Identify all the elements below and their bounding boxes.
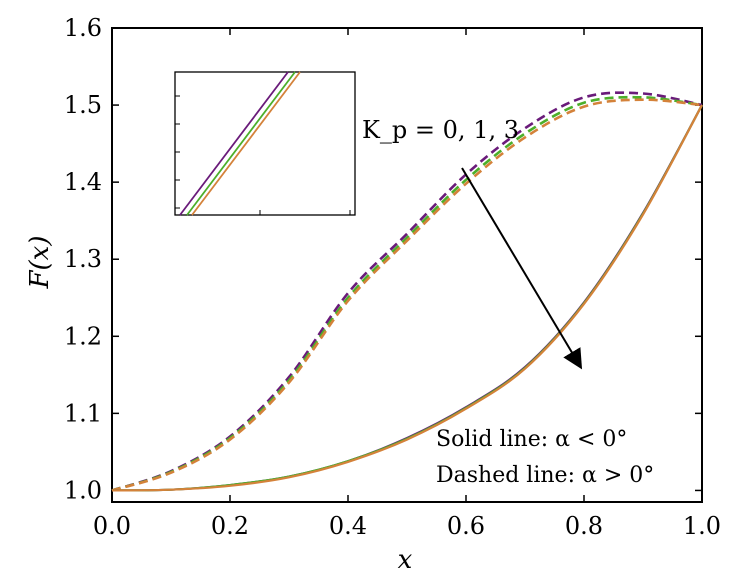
x-axis-title: x: [398, 545, 413, 575]
y-tick-label: 1.6: [64, 14, 102, 42]
kp-arrow-line: [461, 167, 583, 370]
plot-frame: [111, 27, 703, 503]
inset-border: [174, 71, 356, 216]
inset: [174, 71, 356, 216]
x-tick-label: 1.0: [683, 512, 721, 540]
kp-label: K_p = 0, 1, 3: [362, 116, 519, 144]
inset-line-1: [186, 71, 296, 216]
inset-line-0: [179, 71, 289, 216]
x-tick-label: 0.6: [447, 512, 485, 540]
dashed-line-note: Dashed line: α > 0°: [436, 463, 654, 488]
y-tick-label: 1.1: [64, 399, 102, 427]
series-line-solid-5: [111, 104, 703, 492]
y-tick-label: 1.3: [64, 245, 102, 273]
y-tick-label: 1.2: [64, 322, 102, 350]
solid-line-note: Solid line: α < 0°: [436, 427, 627, 452]
x-tick-label: 0.2: [211, 512, 249, 540]
y-axis-title: F(x): [25, 236, 55, 290]
y-tick-labels: 1.0 1.1 1.2 1.3 1.4 1.5 1.6: [64, 14, 102, 504]
x-tick-labels: 0.0 0.2 0.4 0.6 0.8 1.0: [93, 512, 721, 540]
y-tick-label: 1.0: [64, 476, 102, 504]
y-tick-label: 1.4: [64, 168, 102, 196]
kp-arrow: [461, 167, 583, 370]
y-tick-label: 1.5: [64, 91, 102, 119]
series-line-dashed-2: [111, 98, 703, 492]
plot-border: [111, 27, 703, 503]
series-layer: [111, 91, 703, 492]
inset-line-2: [191, 71, 301, 216]
x-tick-label: 0.4: [329, 512, 367, 540]
x-tick-label: 0.0: [93, 512, 131, 540]
x-tick-label: 0.8: [565, 512, 603, 540]
